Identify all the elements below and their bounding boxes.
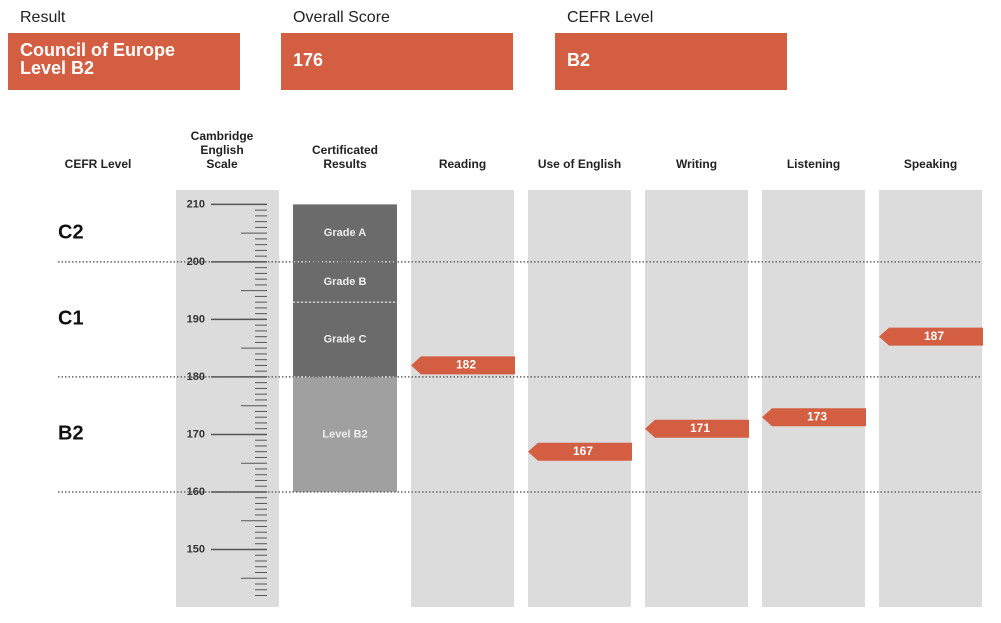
skill-column — [528, 190, 631, 607]
skill-column — [879, 190, 982, 607]
y-tick-label: 170 — [187, 428, 205, 440]
skill-column — [645, 190, 748, 607]
y-tick-label: 210 — [187, 198, 205, 210]
score-label: 182 — [456, 358, 476, 372]
score-marker — [411, 356, 515, 375]
summary-value: B2 — [567, 50, 590, 70]
score-marker — [879, 327, 983, 346]
grade-label: Grade C — [324, 333, 367, 345]
column-header: Speaking — [904, 157, 957, 171]
column-header: CEFR Level — [65, 157, 132, 171]
summary-label: Overall Score — [293, 9, 390, 26]
summary-label: Result — [20, 9, 66, 26]
summary-box — [281, 33, 513, 90]
grade-band — [293, 204, 397, 262]
summary-value: Council of Europe — [20, 40, 175, 60]
cefr-level-label: C2 — [58, 221, 84, 243]
score-label: 171 — [690, 421, 710, 435]
column-header: Scale — [206, 157, 238, 171]
column-header: Listening — [787, 157, 840, 171]
column-header: Writing — [676, 157, 717, 171]
cefr-level-label: C1 — [58, 308, 84, 330]
grade-band — [293, 302, 397, 377]
column-header: Use of English — [538, 157, 621, 171]
summary-label: CEFR Level — [567, 9, 653, 26]
column-header: Reading — [439, 157, 486, 171]
column-header: English — [200, 143, 243, 157]
score-label: 173 — [807, 409, 827, 423]
grade-label: Grade A — [324, 227, 366, 239]
score-label: 167 — [573, 444, 593, 458]
y-tick-label: 150 — [187, 543, 205, 555]
summary-value: 176 — [293, 50, 323, 70]
score-marker — [645, 419, 749, 438]
summary-box — [8, 33, 240, 90]
summary-box — [555, 33, 787, 90]
grade-band — [293, 261, 397, 303]
skill-column — [411, 190, 514, 607]
grade-band — [293, 376, 397, 492]
score-label: 187 — [924, 329, 944, 343]
y-tick-label: 190 — [187, 313, 205, 325]
grade-label: Grade B — [324, 276, 367, 288]
score-marker — [528, 442, 632, 461]
summary-value: Level B2 — [20, 58, 94, 78]
column-header: Cambridge — [191, 129, 254, 143]
column-header: Results — [323, 157, 367, 171]
grade-label: Level B2 — [322, 428, 367, 440]
skill-column — [762, 190, 865, 607]
cefr-level-label: B2 — [58, 423, 84, 445]
score-marker — [762, 408, 866, 427]
column-header: Certificated — [312, 143, 378, 157]
